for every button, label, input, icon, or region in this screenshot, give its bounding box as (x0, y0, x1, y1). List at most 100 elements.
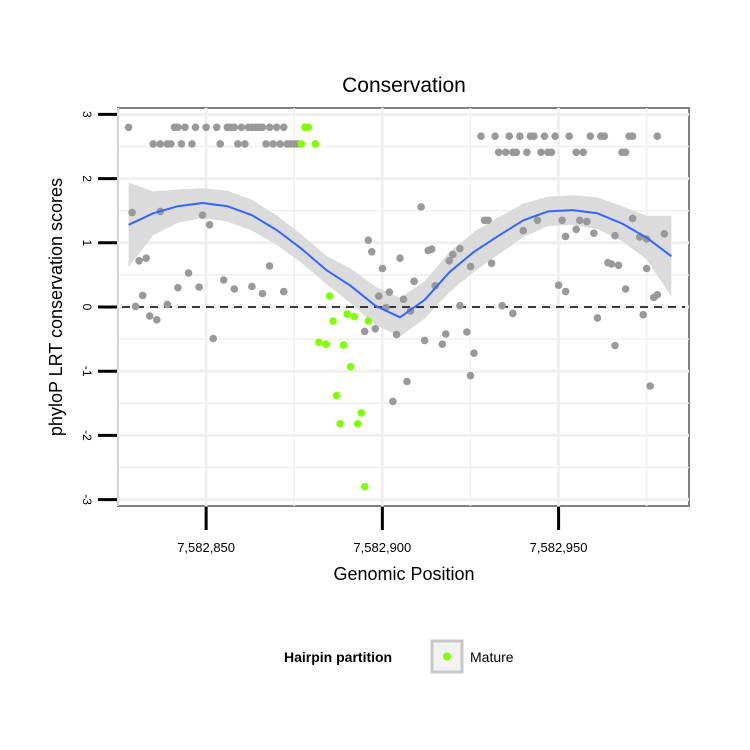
data-point (202, 123, 210, 132)
data-point (149, 140, 157, 148)
y-tick-label: 2 (80, 175, 94, 182)
data-point (445, 257, 454, 265)
data-point (241, 140, 249, 148)
data-point (561, 232, 570, 241)
y-tick-label: 3 (80, 111, 94, 118)
data-point (131, 302, 140, 311)
mature-points-layer (297, 123, 373, 491)
axis-ticks (98, 112, 561, 530)
data-point (477, 132, 485, 140)
data-point (371, 325, 380, 333)
data-point (216, 140, 224, 148)
data-point (621, 148, 630, 157)
mature-point (332, 391, 341, 400)
data-point (547, 148, 556, 157)
data-point (420, 336, 429, 345)
mature-point (343, 310, 351, 318)
data-point (639, 310, 647, 319)
mature-point (346, 362, 355, 371)
data-point (174, 283, 182, 292)
data-point (653, 291, 662, 299)
mature-point (357, 409, 366, 417)
legend-title: Hairpin partition (284, 649, 392, 665)
data-point (167, 140, 175, 148)
mature-point (353, 420, 362, 428)
data-point (142, 254, 150, 262)
data-point (470, 349, 478, 358)
data-point (491, 132, 499, 140)
x-axis-title: Genomic Position (333, 564, 474, 584)
data-point (262, 140, 270, 148)
data-point (575, 216, 584, 225)
data-point (417, 203, 425, 211)
data-point (530, 132, 538, 140)
data-point (438, 340, 447, 349)
data-point (516, 132, 524, 140)
data-point (219, 276, 228, 284)
data-point (611, 341, 619, 350)
data-point (237, 123, 246, 132)
mature-point (322, 340, 330, 349)
data-point (188, 140, 196, 148)
y-tick-label: -2 (80, 430, 94, 441)
y-axis-title: phyloP LRT conservation scores (46, 178, 66, 436)
data-point (385, 288, 394, 297)
data-point (646, 382, 654, 390)
data-point (660, 230, 669, 238)
data-point (163, 300, 172, 309)
data-point (583, 217, 591, 226)
data-point (375, 292, 383, 300)
smooth-line-layer (128, 202, 673, 319)
data-point (389, 397, 397, 406)
mature-point (304, 123, 313, 132)
data-point (611, 231, 619, 240)
y-tick-label: 1 (80, 239, 94, 246)
data-point (184, 269, 193, 277)
data-point (248, 282, 256, 291)
mature-point (336, 420, 344, 428)
data-point (378, 264, 387, 273)
data-point (258, 123, 267, 132)
data-point (368, 248, 376, 256)
data-point (586, 132, 595, 140)
mature-point (364, 317, 373, 325)
data-point (494, 148, 503, 157)
data-point (523, 148, 531, 157)
data-point (642, 264, 651, 273)
data-point (410, 277, 418, 286)
data-point (565, 132, 573, 140)
data-point (572, 225, 580, 234)
mature-point (297, 140, 306, 148)
data-point (135, 257, 143, 265)
data-point (212, 123, 221, 132)
data-point (579, 148, 588, 157)
data-point (153, 316, 161, 324)
data-point (590, 229, 598, 237)
data-point (279, 123, 288, 132)
data-point (209, 334, 217, 343)
data-point (205, 221, 214, 229)
data-point (466, 371, 475, 380)
data-point (456, 244, 464, 253)
data-point (519, 226, 528, 235)
data-point (279, 287, 288, 296)
chart-title: Conservation (342, 74, 466, 97)
data-point (537, 148, 545, 157)
legend: Hairpin partition Mature (284, 639, 514, 674)
mature-point (315, 338, 323, 347)
data-point (392, 330, 401, 339)
y-tick-label: 0 (80, 304, 94, 311)
mature-point (325, 292, 334, 300)
data-point (276, 140, 284, 148)
data-point (505, 132, 513, 140)
data-point (230, 285, 239, 293)
gray-points-layer (124, 123, 669, 406)
y-tick-label: -1 (80, 366, 94, 377)
data-point (628, 214, 637, 223)
data-point (191, 123, 200, 132)
data-point (174, 123, 182, 132)
mature-point (350, 312, 359, 321)
data-point (614, 261, 623, 270)
mature-point (339, 341, 348, 349)
data-point (509, 309, 517, 318)
